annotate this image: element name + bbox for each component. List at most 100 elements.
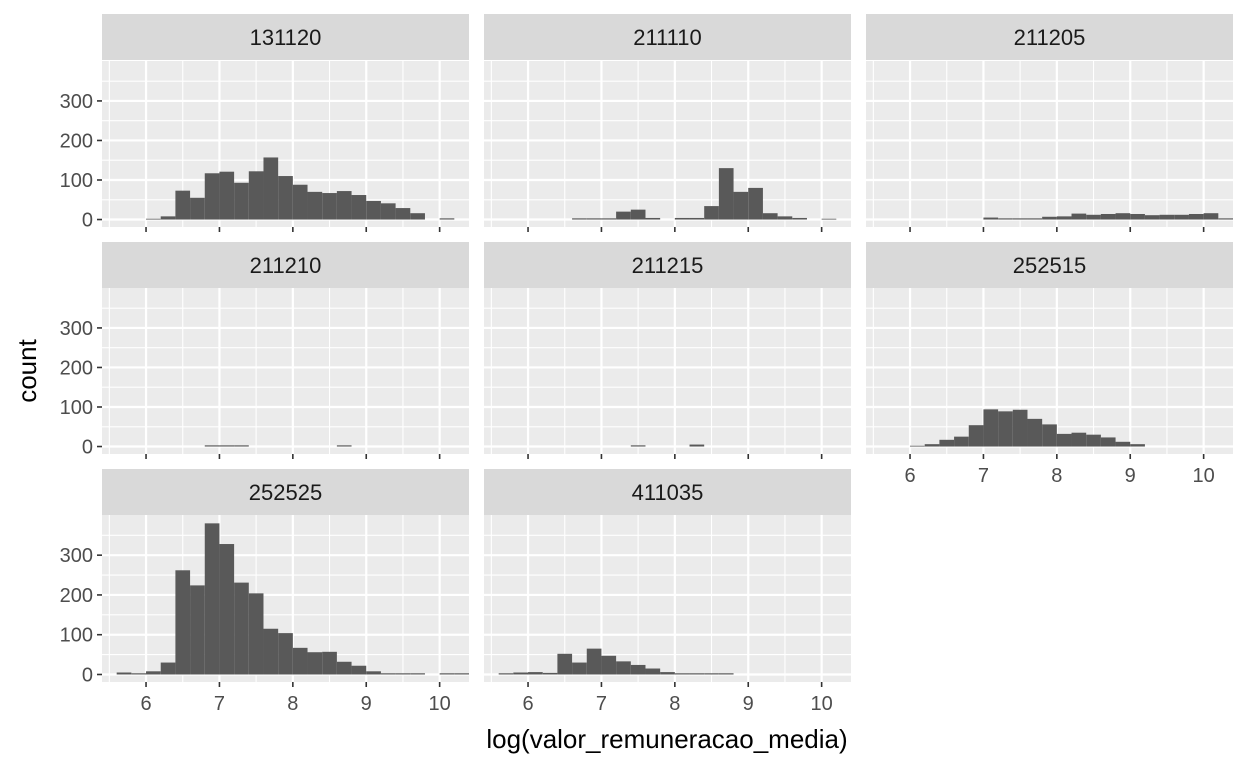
histogram-bar [674, 673, 690, 675]
y-tick-label: 100 [60, 397, 93, 419]
histogram-bar [1174, 214, 1189, 220]
histogram-bar [278, 633, 293, 675]
histogram-bar [219, 445, 235, 447]
histogram-bar [336, 191, 352, 220]
histogram-bar [278, 176, 293, 220]
panel-background [866, 61, 1233, 227]
histogram-bar [630, 209, 646, 220]
histogram-bar [601, 218, 617, 220]
histogram-bar [1115, 213, 1131, 220]
histogram-bar [336, 661, 352, 675]
histogram-bar [1071, 213, 1087, 220]
facet-panel-252515: 252515 6 7 8 9 10 [866, 242, 1233, 487]
histogram-bar [1056, 216, 1072, 220]
y-tick-label: 100 [60, 625, 93, 647]
x-tick-label: 10 [811, 693, 833, 715]
histogram-bar [204, 173, 220, 220]
histogram-bar [586, 648, 602, 675]
histogram-bar [1203, 213, 1219, 220]
histogram-bar [1056, 433, 1072, 447]
x-tick-label: 6 [904, 465, 915, 487]
histogram-bar [190, 585, 205, 675]
histogram-bar [307, 191, 323, 220]
histogram-bar [263, 157, 279, 220]
facet-panel-211110: 211110 [484, 14, 851, 232]
histogram-bar [219, 544, 235, 675]
histogram-bar [160, 216, 176, 220]
histogram-bar [175, 190, 191, 220]
histogram-bar [557, 653, 573, 675]
histogram-bar [528, 672, 543, 675]
histogram-bar [190, 197, 205, 220]
histogram-bar [322, 193, 337, 220]
histogram-bar [1100, 213, 1116, 220]
histogram-bar [292, 184, 308, 220]
histogram-bar [410, 213, 425, 220]
histogram-bar [263, 628, 279, 675]
histogram-bar [234, 445, 249, 447]
histogram-bar [395, 673, 411, 675]
histogram-bar [380, 203, 396, 220]
x-axis-title: log(valor_remuneracao_media) [486, 724, 847, 754]
histogram-bar [175, 570, 191, 675]
y-tick-label: 100 [60, 170, 93, 192]
panel-background [484, 61, 851, 227]
facet-strip-label: 211110 [633, 25, 702, 50]
histogram-bar [645, 668, 661, 675]
facet-panel-211210: 211210 0 100 200 300 [60, 242, 469, 459]
y-tick-label: 300 [60, 91, 93, 113]
x-tick-label: 6 [522, 693, 533, 715]
facet-panel-411035: 411035 6 7 8 9 10 [484, 469, 851, 715]
histogram-bar [733, 191, 749, 220]
histogram-bar [704, 206, 719, 220]
histogram-bar [1012, 218, 1028, 220]
histogram-bar [601, 655, 617, 675]
facet-strip [102, 14, 469, 60]
histogram-bar [572, 662, 587, 675]
facet-strip [866, 14, 1233, 60]
y-tick-label: 300 [60, 545, 93, 567]
histogram-bar [660, 672, 675, 675]
histogram-bar [366, 200, 381, 220]
facet-strip [484, 242, 851, 288]
histogram-bar [439, 218, 455, 220]
x-tick-label: 6 [140, 693, 151, 715]
facet-strip-label: 211215 [632, 253, 704, 278]
histogram-bar [439, 673, 455, 675]
histogram-bar [498, 673, 514, 675]
histogram-bar [336, 445, 352, 447]
histogram-bar [131, 673, 147, 675]
histogram-bar [762, 213, 778, 220]
histogram-bar [821, 218, 837, 220]
histogram-bar [1159, 214, 1175, 220]
histogram-bar [116, 672, 132, 675]
histogram-bar [939, 439, 955, 447]
x-tick-label: 8 [669, 693, 680, 715]
histogram-bar [234, 582, 249, 675]
histogram-bar [998, 411, 1013, 447]
histogram-bar [983, 409, 999, 447]
histogram-bar [718, 168, 734, 220]
histogram-bar [1027, 418, 1043, 447]
y-tick-label: 200 [60, 130, 93, 152]
histogram-bar [1027, 218, 1043, 220]
histogram-bar [1086, 214, 1101, 220]
histogram-bar [1144, 215, 1160, 220]
histogram-bar [998, 218, 1013, 220]
histogram-bar [513, 672, 529, 675]
histogram-bar [146, 671, 161, 675]
histogram-bar [1071, 432, 1087, 447]
histogram-bar [689, 673, 705, 675]
histogram-bar [689, 444, 705, 447]
histogram-bar [204, 523, 220, 675]
facet-panel-211215: 211215 [484, 242, 851, 459]
histogram-bar [968, 425, 984, 447]
panel-background [484, 288, 851, 454]
histogram-bar [410, 673, 425, 675]
x-tick-label: 9 [743, 693, 754, 715]
y-axis-title: count [12, 338, 42, 402]
histogram-bar [1042, 424, 1057, 447]
facet-strip-label: 211205 [1014, 25, 1086, 50]
